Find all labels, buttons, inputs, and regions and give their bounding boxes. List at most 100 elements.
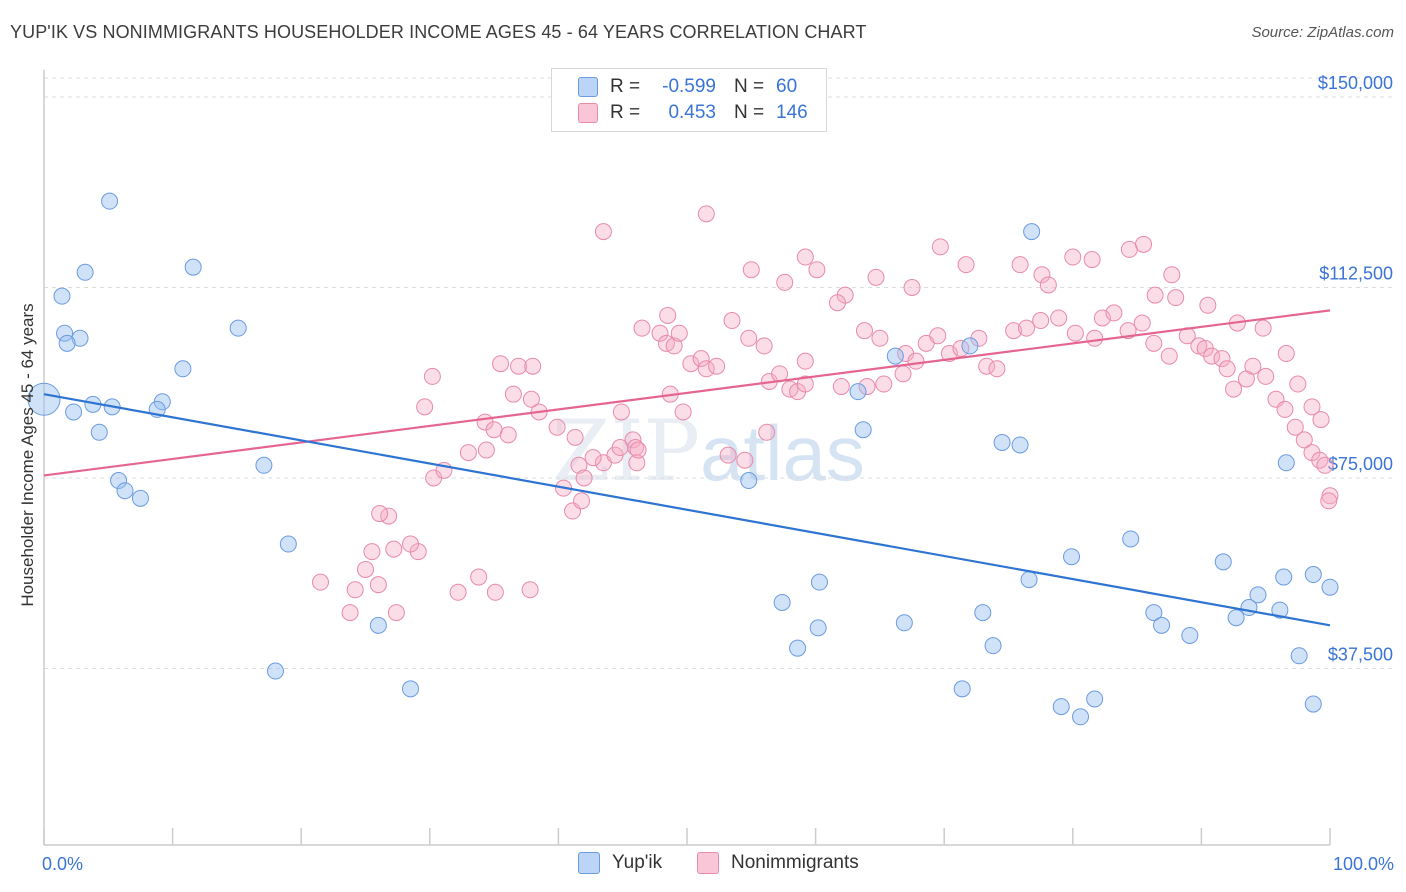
point-nonimmigrants (708, 357, 726, 375)
point-nonimmigrants (651, 324, 669, 342)
point-yupik (402, 680, 420, 698)
point-nonimmigrants (692, 350, 710, 368)
point-yupik (1290, 647, 1308, 665)
point-yupik (1277, 454, 1295, 472)
point-nonimmigrants (1105, 304, 1123, 322)
point-yupik (1214, 553, 1232, 571)
point-nonimmigrants (385, 540, 403, 558)
point-nonimmigrants (808, 261, 826, 279)
point-nonimmigrants (627, 439, 645, 457)
point-yupik (1086, 690, 1104, 708)
point-nonimmigrants (492, 355, 510, 373)
point-yupik (58, 334, 76, 352)
point-yupik (849, 383, 867, 401)
legend-n-value: 60 (776, 76, 798, 97)
point-nonimmigrants (449, 583, 467, 601)
point-yupik (1011, 436, 1029, 454)
point-nonimmigrants (402, 535, 420, 553)
point-nonimmigrants (978, 357, 996, 375)
legend-n-label: N = (734, 102, 765, 123)
point-yupik (1063, 548, 1081, 566)
point-yupik (1020, 571, 1038, 589)
point-yupik (116, 482, 134, 500)
legend-row-yupik: R = -0.599 N = 60 (578, 75, 812, 99)
point-nonimmigrants (867, 268, 885, 286)
y-tick-label: $150,000 (1318, 73, 1393, 93)
point-nonimmigrants (719, 446, 737, 464)
point-nonimmigrants (670, 324, 688, 342)
correlation-legend: R = -0.599 N = 60 R = 0.453 N = 146 (551, 68, 827, 132)
point-nonimmigrants (875, 375, 893, 393)
point-yupik (789, 639, 807, 657)
point-nonimmigrants (522, 390, 540, 408)
point-nonimmigrants (629, 441, 647, 459)
point-yupik (76, 263, 94, 281)
legend-label-yupik: Yup'ik (612, 852, 663, 873)
point-nonimmigrants (740, 329, 758, 347)
point-nonimmigrants (1257, 367, 1275, 385)
point-nonimmigrants (584, 449, 602, 467)
point-yupik (174, 360, 192, 378)
legend-item-nonimmigrants[interactable]: Nonimmigrants (697, 852, 859, 874)
point-yupik (1122, 530, 1140, 548)
legend-swatch-yupik (578, 852, 600, 874)
point-yupik (101, 192, 119, 210)
point-yupik (27, 382, 61, 416)
point-yupik (1321, 578, 1339, 596)
point-yupik (255, 456, 273, 474)
point-yupik (369, 616, 387, 634)
point-nonimmigrants (470, 568, 488, 586)
point-nonimmigrants (346, 581, 364, 599)
point-nonimmigrants (611, 439, 629, 457)
legend-r-value: 0.453 (668, 102, 716, 123)
point-nonimmigrants (1083, 251, 1101, 269)
point-yupik (773, 593, 791, 611)
point-yupik (1275, 568, 1293, 586)
legend-swatch-nonimmigrants (697, 852, 719, 874)
point-yupik (984, 637, 1002, 655)
point-yupik (110, 472, 128, 490)
point-yupik (886, 347, 904, 365)
legend-n-label: N = (734, 76, 765, 97)
point-nonimmigrants (796, 248, 814, 266)
legend-r-value: -0.599 (662, 76, 716, 97)
legend-row-nonimmigrants: R = 0.453 N = 146 (578, 101, 812, 125)
y-tick-label: $112,500 (1319, 264, 1393, 284)
point-nonimmigrants (387, 604, 405, 622)
point-nonimmigrants (1018, 319, 1036, 337)
point-nonimmigrants (628, 454, 646, 472)
point-nonimmigrants (416, 398, 434, 416)
point-yupik (131, 489, 149, 507)
point-nonimmigrants (1286, 418, 1304, 436)
point-nonimmigrants (903, 279, 921, 296)
point-nonimmigrants (486, 583, 504, 601)
point-nonimmigrants (1086, 329, 1104, 347)
point-yupik (1271, 601, 1289, 619)
point-yupik (740, 472, 758, 490)
point-yupik (1227, 609, 1245, 627)
point-nonimmigrants (758, 423, 776, 441)
point-nonimmigrants (1311, 451, 1329, 469)
point-nonimmigrants (1254, 319, 1272, 337)
point-yupik (993, 433, 1011, 451)
point-yupik (1052, 698, 1070, 716)
point-nonimmigrants (674, 403, 692, 421)
point-nonimmigrants (1066, 324, 1084, 342)
point-nonimmigrants (828, 294, 846, 312)
point-nonimmigrants (573, 492, 591, 510)
point-nonimmigrants (1295, 431, 1313, 449)
point-yupik (71, 329, 89, 347)
point-nonimmigrants (988, 360, 1006, 378)
point-yupik (1304, 695, 1322, 713)
point-nonimmigrants (1145, 334, 1163, 352)
y-tick-label: $37,500 (1328, 645, 1393, 665)
point-nonimmigrants (1135, 235, 1153, 253)
x-tick-label: 0.0% (42, 854, 83, 874)
point-nonimmigrants (1032, 312, 1050, 330)
point-nonimmigrants (1167, 289, 1185, 307)
point-nonimmigrants (723, 312, 741, 330)
x-tick-label: 100.0% (1333, 854, 1394, 874)
point-nonimmigrants (832, 378, 850, 396)
legend-item-yupik[interactable]: Yup'ik (578, 852, 662, 874)
point-nonimmigrants (1312, 411, 1330, 429)
